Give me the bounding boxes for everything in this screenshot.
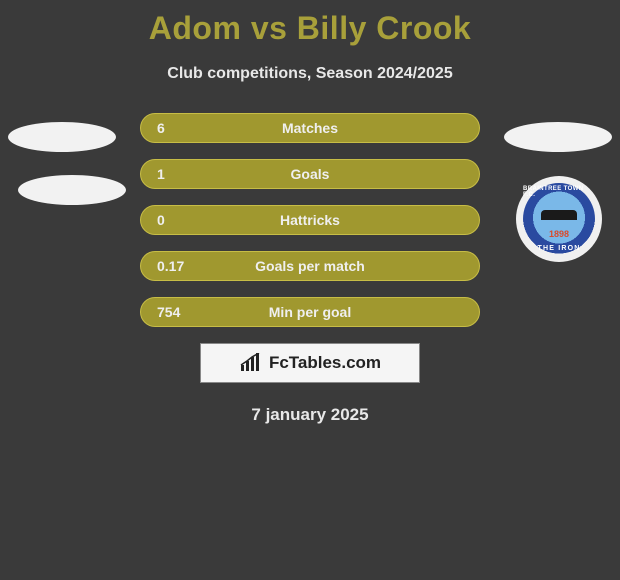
stat-label: Hattricks bbox=[280, 212, 340, 228]
stat-label: Goals per match bbox=[255, 258, 365, 274]
badge-year: 1898 bbox=[549, 229, 569, 239]
stat-value: 1 bbox=[141, 166, 211, 182]
right-player-oval bbox=[504, 122, 612, 152]
page-subtitle: Club competitions, Season 2024/2025 bbox=[0, 65, 620, 83]
stat-value: 0 bbox=[141, 212, 211, 228]
stat-value: 754 bbox=[141, 304, 211, 320]
stat-row-hattricks: 0 Hattricks bbox=[140, 205, 480, 235]
left-player-oval-2 bbox=[18, 175, 126, 205]
page-title: Adom vs Billy Crook bbox=[0, 0, 620, 47]
stat-value: 0.17 bbox=[141, 258, 211, 274]
bar-chart-icon bbox=[239, 353, 263, 373]
badge-bottom-text: THE IRON bbox=[537, 245, 580, 252]
comparison-card: BRAINTREE TOWN F.C. 1898 THE IRON Adom v… bbox=[0, 0, 620, 440]
club-badge-inner: BRAINTREE TOWN F.C. 1898 THE IRON bbox=[523, 183, 595, 255]
footer-date: 7 january 2025 bbox=[0, 405, 620, 425]
stat-label: Matches bbox=[282, 120, 338, 136]
club-badge: BRAINTREE TOWN F.C. 1898 THE IRON bbox=[516, 176, 602, 262]
stat-row-gpm: 0.17 Goals per match bbox=[140, 251, 480, 281]
branding-badge[interactable]: FcTables.com bbox=[200, 343, 420, 383]
stat-label: Goals bbox=[291, 166, 330, 182]
stat-row-matches: 6 Matches bbox=[140, 113, 480, 143]
badge-bridge-icon bbox=[541, 210, 577, 220]
branding-text: FcTables.com bbox=[269, 353, 381, 373]
stat-row-goals: 1 Goals bbox=[140, 159, 480, 189]
badge-top-text: BRAINTREE TOWN F.C. bbox=[523, 186, 595, 198]
left-player-oval-1 bbox=[8, 122, 116, 152]
stat-value: 6 bbox=[141, 120, 211, 136]
stat-row-mpg: 754 Min per goal bbox=[140, 297, 480, 327]
stat-label: Min per goal bbox=[269, 304, 351, 320]
